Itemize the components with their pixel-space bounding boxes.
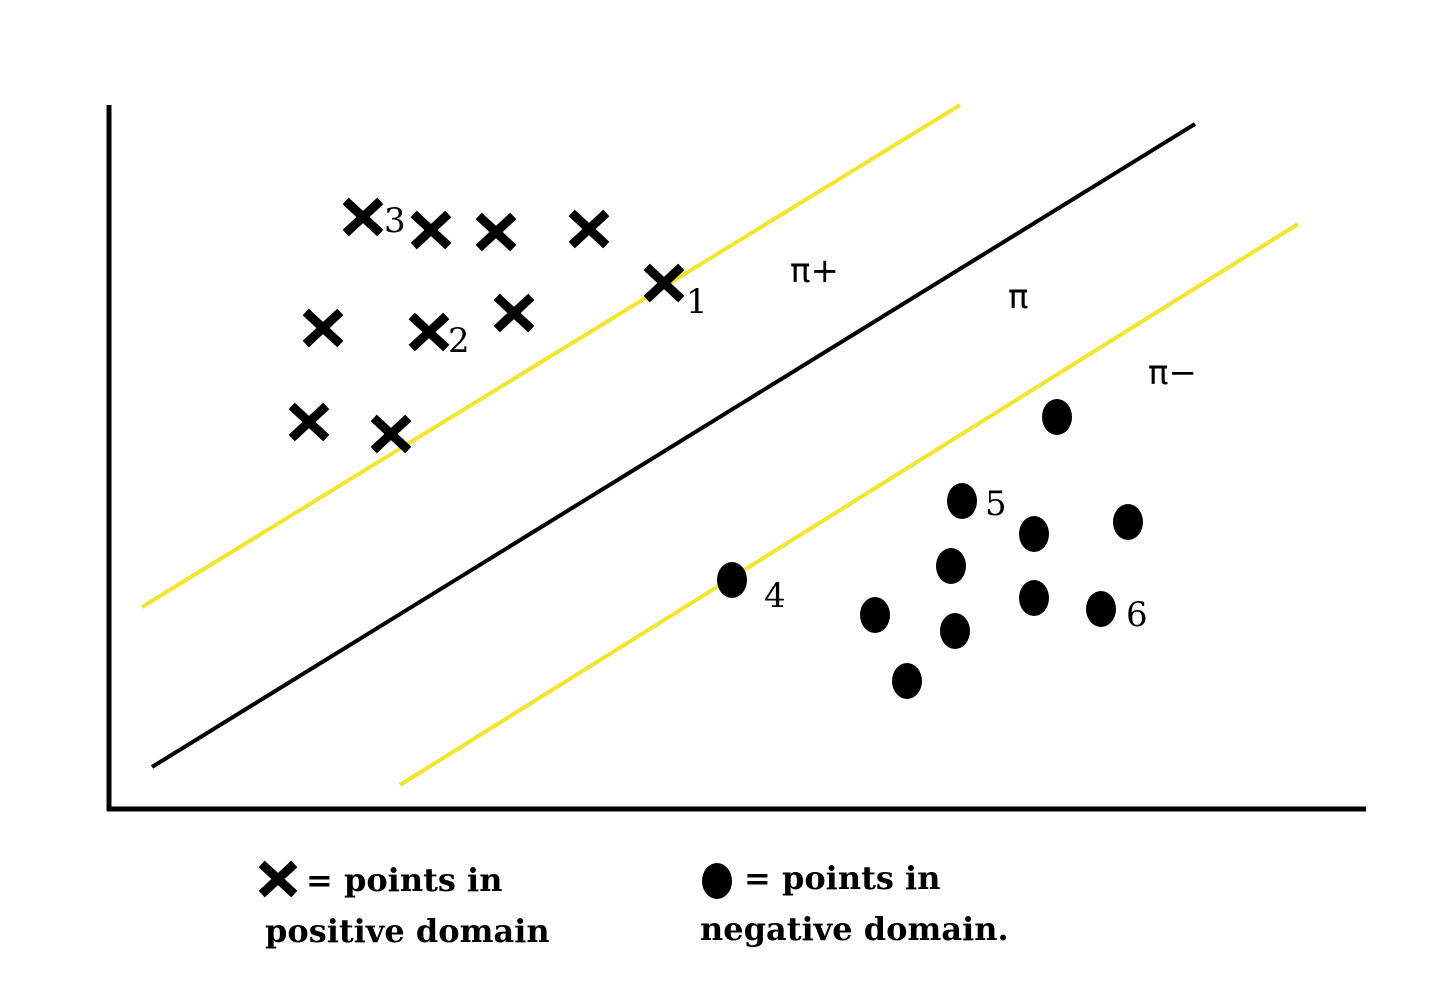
positive-point-label: 3 bbox=[384, 201, 406, 241]
positive-point bbox=[302, 308, 344, 348]
positive-point bbox=[643, 263, 685, 303]
negative-point bbox=[936, 548, 966, 584]
positive-point bbox=[288, 402, 330, 442]
legend-positive-line2: positive domain bbox=[265, 912, 550, 950]
negative-points: 5 4 6 bbox=[717, 399, 1148, 699]
legend-negative-line2: negative domain. bbox=[700, 910, 1009, 948]
positive-point bbox=[370, 414, 412, 454]
positive-point bbox=[342, 197, 384, 237]
decision-boundary-line bbox=[150, 122, 1197, 769]
negative-point bbox=[940, 613, 970, 649]
negative-point bbox=[1019, 580, 1049, 616]
negative-point bbox=[1086, 591, 1116, 627]
positive-point bbox=[568, 209, 610, 249]
negative-margin-line bbox=[398, 222, 1300, 787]
negative-point bbox=[892, 663, 922, 699]
dot-icon bbox=[702, 863, 732, 899]
negative-point bbox=[1113, 504, 1143, 540]
legend-negative-line1: = points in bbox=[744, 859, 940, 897]
negative-point-label: 5 bbox=[985, 484, 1007, 524]
plane-label-upper: π+ bbox=[790, 251, 839, 291]
negative-point-label: 4 bbox=[764, 576, 786, 616]
positive-point bbox=[493, 293, 535, 333]
legend-positive-line1: = points in bbox=[306, 861, 502, 899]
negative-point bbox=[717, 562, 747, 598]
negative-point bbox=[860, 597, 890, 633]
positive-point-label: 1 bbox=[686, 282, 708, 322]
negative-point-label: 6 bbox=[1126, 595, 1148, 635]
positive-points: 3 1 2 bbox=[288, 197, 708, 454]
positive-point bbox=[410, 210, 452, 250]
plane-label-middle: π bbox=[1008, 277, 1028, 317]
legend-positive: = points in positive domain bbox=[258, 860, 550, 950]
negative-point bbox=[1019, 516, 1049, 552]
cross-icon bbox=[258, 860, 298, 898]
legend-negative: = points in negative domain. bbox=[700, 859, 1009, 948]
negative-point bbox=[947, 483, 977, 519]
positive-margin-line bbox=[140, 103, 962, 609]
positive-point-label: 2 bbox=[448, 321, 470, 361]
negative-point bbox=[1042, 399, 1072, 435]
positive-point bbox=[408, 312, 450, 352]
positive-point bbox=[475, 212, 517, 252]
plane-label-lower: π− bbox=[1148, 353, 1197, 393]
